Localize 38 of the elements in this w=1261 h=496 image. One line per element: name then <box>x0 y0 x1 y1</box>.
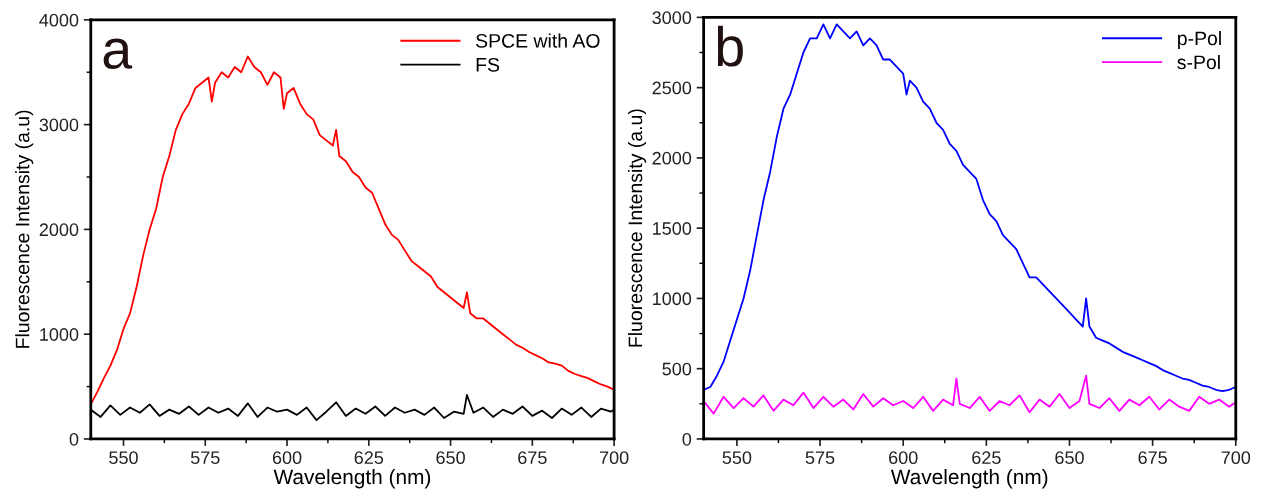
y-tick-label: 1000 <box>653 292 692 306</box>
x-tick-label: 550 <box>109 451 138 465</box>
legend-label: FS <box>476 57 500 72</box>
legend-label: SPCE with AO <box>476 33 600 48</box>
x-tick-label: 675 <box>1138 451 1167 465</box>
x-tick-label: 700 <box>1221 451 1251 465</box>
line-series <box>703 23 1236 393</box>
y-tick-label: 0 <box>682 432 692 446</box>
y-axis-title: Fluorescence Intensity (a.u) <box>15 110 34 348</box>
legend-label: p-Pol <box>1178 30 1221 50</box>
legend-label: s-Pol <box>1177 54 1220 70</box>
x-tick-label: 625 <box>972 451 1001 465</box>
x-tick-label: 700 <box>599 451 629 465</box>
x-tick-label: 550 <box>722 451 752 465</box>
y-tick-label: 2000 <box>652 151 692 165</box>
x-tick-label: 625 <box>354 451 384 465</box>
x-axis-title: Wavelength (nm) <box>273 468 431 489</box>
x-tick-label: 600 <box>272 451 302 465</box>
y-tick-label: 3000 <box>39 118 79 132</box>
y-axis-title: Fluorescence Intensity (a.u) <box>627 109 647 347</box>
x-tick-label: 600 <box>889 451 918 465</box>
x-tick-label: 575 <box>190 451 220 465</box>
y-tick-label: 2000 <box>39 223 79 237</box>
y-tick-label: 4000 <box>39 13 79 27</box>
y-tick-label: 500 <box>662 362 692 376</box>
x-tick-label: 650 <box>436 451 465 465</box>
y-tick-label: 1500 <box>653 222 692 235</box>
line-series <box>703 374 1236 415</box>
y-tick-label: 2500 <box>652 81 692 95</box>
y-tick-label: 3000 <box>652 11 692 25</box>
y-tick-label: 0 <box>69 432 79 446</box>
y-tick-label: 1000 <box>40 328 79 341</box>
annotation: b <box>717 25 743 67</box>
x-axis-title: Wavelength (nm) <box>890 468 1048 489</box>
x-tick-label: 650 <box>1055 451 1084 465</box>
x-tick-label: 575 <box>805 451 835 465</box>
annotation: a <box>103 38 133 70</box>
x-tick-label: 675 <box>518 451 547 465</box>
